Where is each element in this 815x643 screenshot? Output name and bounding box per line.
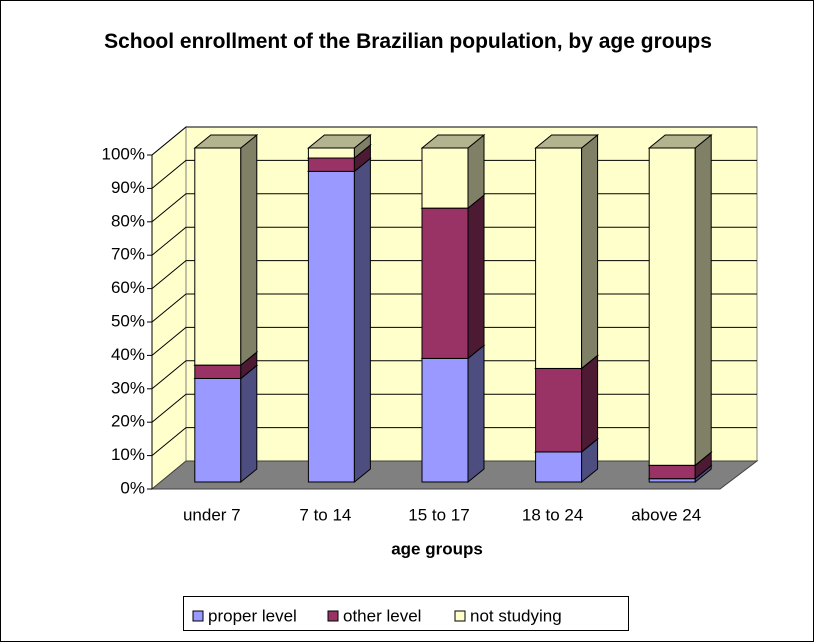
bar-side [467, 344, 485, 484]
bar-top [420, 134, 486, 149]
x-tick-label: 7 to 14 [299, 505, 351, 524]
bar-top [306, 134, 372, 149]
y-tick-label: 50% [111, 311, 145, 330]
bar-front [421, 147, 469, 209]
bar-front [535, 367, 583, 453]
legend-label: other level [343, 606, 421, 625]
x-tick-label: above 24 [631, 505, 701, 524]
bar-side [467, 194, 485, 360]
bar-side [581, 133, 599, 370]
bar-front [194, 364, 242, 379]
bar-side [240, 364, 258, 484]
bar-front [194, 377, 242, 483]
bar-side [581, 354, 599, 453]
bar-front [648, 464, 696, 480]
bar-top [193, 134, 259, 149]
bar-top [647, 134, 713, 149]
y-tick-label: 90% [111, 178, 145, 197]
x-tick-label: 18 to 24 [522, 505, 583, 524]
legend-swatch [192, 610, 204, 622]
legend-swatch [454, 610, 466, 622]
bar-side [694, 133, 712, 467]
bar-front [421, 357, 469, 483]
bar-front [535, 451, 583, 483]
legend-label: proper level [208, 606, 297, 625]
grid-line [151, 126, 757, 156]
y-tick-label: 60% [111, 278, 145, 297]
legend-label: not studying [470, 606, 562, 625]
bar-front [648, 147, 696, 466]
bar-front [421, 207, 469, 359]
y-tick-label: 20% [111, 412, 145, 431]
bar-side [240, 133, 258, 367]
chart-title: School enrollment of the Brazilian popul… [104, 30, 712, 53]
bar-front [648, 478, 696, 483]
y-tick-label: 70% [111, 245, 145, 264]
x-tick-label: 15 to 17 [408, 505, 469, 524]
bar-front [307, 157, 355, 172]
legend [183, 596, 629, 631]
y-tick-label: 10% [111, 445, 145, 464]
bar-front [194, 147, 242, 366]
y-tick-label: 100% [102, 144, 145, 163]
y-tick-label: 0% [120, 478, 145, 497]
y-tick-label: 80% [111, 211, 145, 230]
x-axis-label: age groups [391, 539, 483, 558]
y-tick-label: 40% [111, 345, 145, 364]
x-tick-label: under 7 [183, 505, 241, 524]
bar-front [307, 147, 355, 159]
y-tick-label: 30% [111, 378, 145, 397]
bar-front [535, 147, 583, 369]
bar-side [353, 157, 371, 484]
bar-front [307, 170, 355, 483]
legend-swatch [327, 610, 339, 622]
bar-top [534, 134, 600, 149]
